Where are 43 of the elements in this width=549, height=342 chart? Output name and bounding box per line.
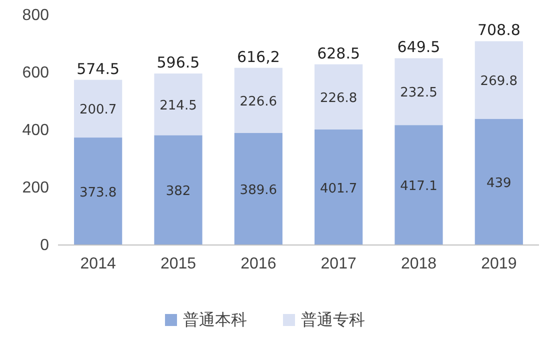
bar (394, 125, 443, 245)
x-tick-label: 2019 (481, 255, 517, 272)
bar (474, 41, 523, 119)
total-label: 616,2 (236, 48, 280, 66)
data-label: 382 (166, 184, 191, 200)
total-label: 649.5 (397, 38, 440, 56)
bar (234, 132, 282, 245)
x-tick-label: 2018 (400, 255, 437, 272)
bar (154, 74, 202, 136)
bar (74, 138, 122, 245)
x-tick-label: 2016 (240, 255, 276, 272)
bar (154, 135, 202, 245)
total-label: 574.5 (76, 60, 120, 78)
data-label: 226.8 (320, 90, 358, 106)
total-label: 708.8 (477, 21, 520, 40)
bar (74, 80, 122, 138)
data-label: 232.5 (400, 86, 438, 101)
bar (474, 118, 523, 245)
data-label: 417.1 (400, 179, 438, 194)
data-label: 269.8 (480, 74, 518, 90)
legend-label: 普通专科 (301, 310, 365, 329)
x-tick-label: 2015 (160, 255, 196, 272)
data-label: 439 (486, 176, 512, 191)
y-tick-label: 400 (22, 122, 50, 140)
total-label: 596.5 (156, 54, 200, 72)
legend-label: 普通本科 (183, 310, 247, 329)
data-label: 200.7 (79, 102, 117, 118)
y-tick-label: 800 (22, 7, 50, 24)
x-tick-label: 2017 (320, 255, 356, 272)
data-label: 214.5 (160, 98, 197, 114)
data-label: 226.6 (240, 94, 278, 110)
bar (394, 58, 443, 126)
x-tick-label: 2014 (80, 255, 116, 272)
data-label: 401.7 (320, 181, 358, 196)
y-tick-label: 0 (40, 237, 50, 254)
bar (314, 130, 363, 245)
y-tick-label: 600 (22, 64, 50, 82)
data-label: 373.8 (79, 185, 117, 200)
y-tick-label: 200 (22, 180, 50, 197)
bar (314, 64, 363, 130)
total-label: 628.5 (317, 44, 360, 62)
bar (234, 68, 282, 133)
data-label: 389.6 (240, 182, 278, 198)
